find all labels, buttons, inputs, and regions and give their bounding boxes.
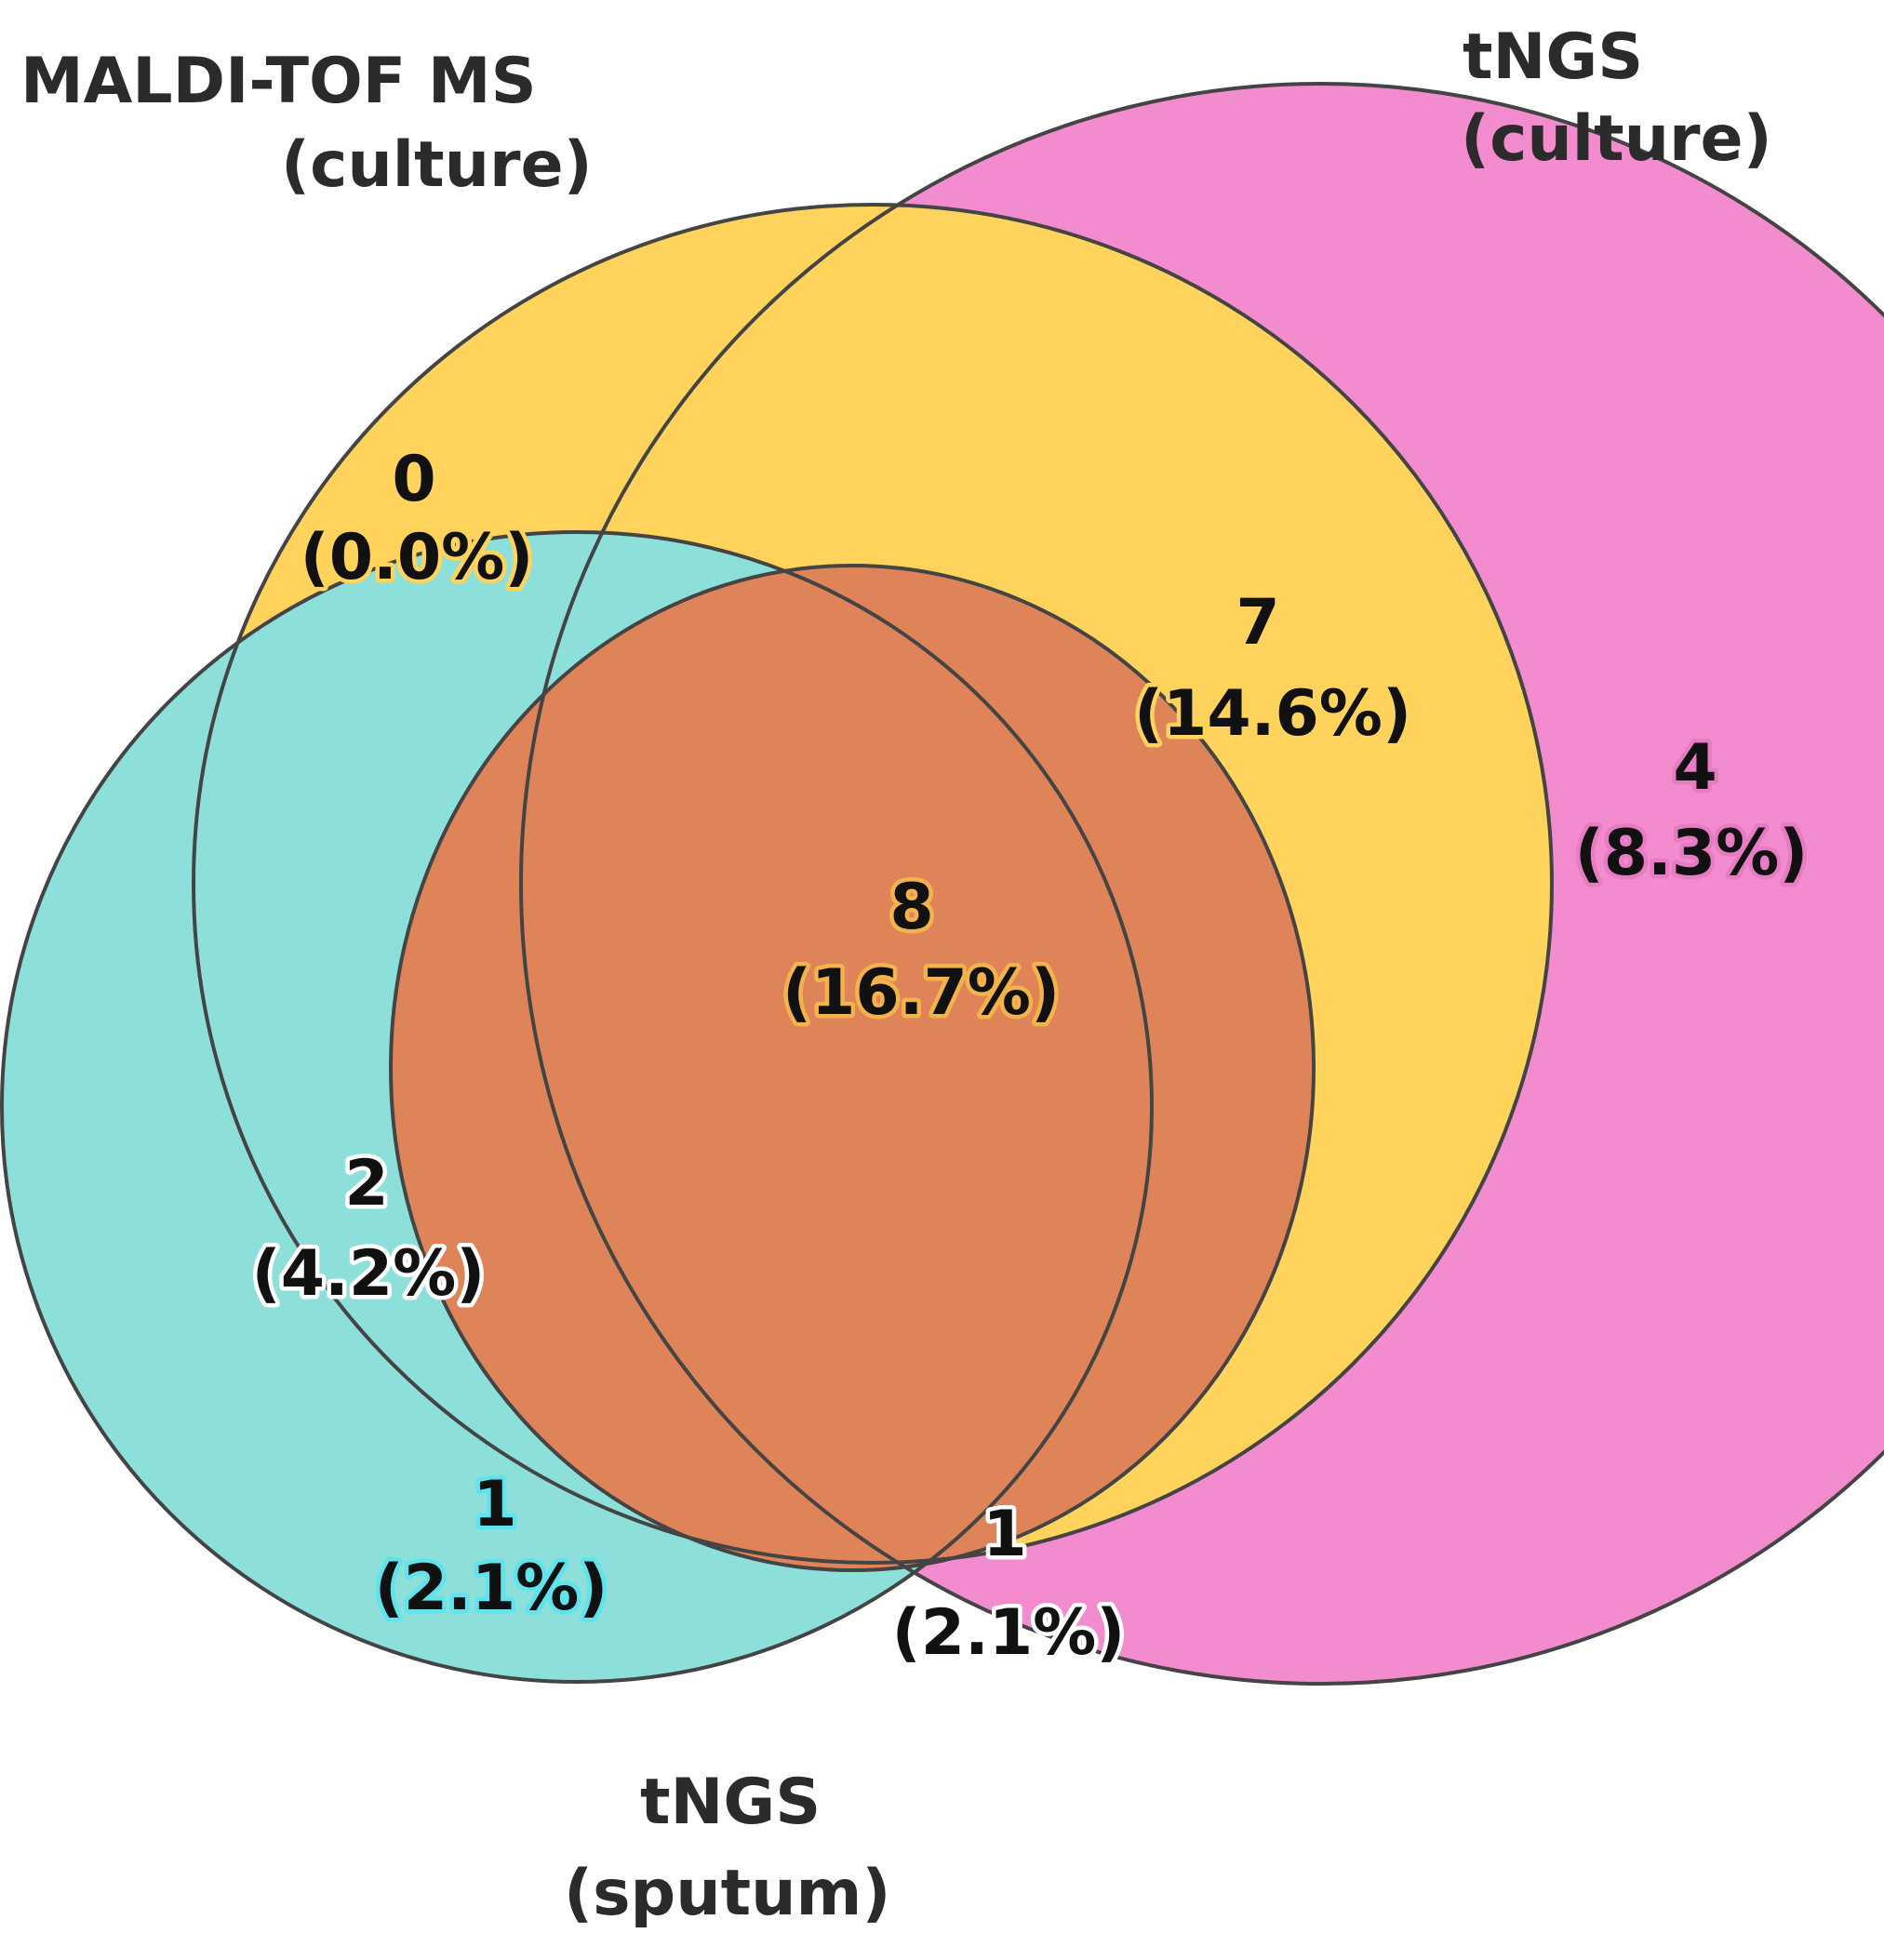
set-label-tngs-culture-sub: (culture)	[1461, 102, 1772, 176]
region-pct: (4.2%)	[252, 1237, 486, 1311]
region-pct: (14.6%)	[1134, 677, 1411, 751]
region-maldi-tngs-sputum: 2 (4.2%)	[247, 1143, 489, 1315]
region-count: 2	[344, 1147, 388, 1220]
region-pct: (0.0%)	[301, 521, 534, 594]
tngs-sputum-outline	[0, 530, 1154, 1684]
region-count: 4	[1673, 731, 1717, 805]
set-label-maldi-sub: (culture)	[281, 128, 593, 202]
region-maldi-only: 0 (0.0%)	[296, 439, 538, 599]
region-pct: (8.3%)	[1575, 817, 1809, 890]
region-pct: (2.1%)	[892, 1596, 1126, 1670]
tngs-culture-outline	[519, 82, 1884, 1686]
region-pct: (16.7%)	[782, 956, 1060, 1030]
maldi-culture-outline	[192, 203, 1554, 1565]
set-label-tngs-sputum: tNGS	[640, 1766, 821, 1839]
region-maldi-tngs-culture: 7 (14.6%)	[1129, 582, 1415, 755]
region-count: 7	[1236, 586, 1279, 660]
region-count: 1	[473, 1468, 516, 1541]
region-tngs-culture-only: 4 (8.3%)	[1570, 727, 1812, 895]
region-all-three: 8 (16.7%)	[778, 867, 1063, 1034]
region-tngs-culture-tngs-sputum: 1 (2.1%)	[888, 1494, 1129, 1674]
center-intersection	[391, 566, 1314, 1570]
region-pct: (2.1%)	[375, 1552, 608, 1625]
set-label-tngs-sputum-sub: (sputum)	[564, 1857, 891, 1930]
center-intersection-outline	[389, 564, 1316, 1572]
region-count: 1	[982, 1498, 1026, 1571]
set-label-tngs-culture: tNGS	[1463, 20, 1643, 94]
region-tngs-sputum-only: 1 (2.1%)	[370, 1464, 612, 1630]
set-label-maldi: MALDI-TOF MS	[20, 45, 537, 118]
region-count: 0	[392, 443, 435, 516]
region-count: 8	[889, 871, 933, 944]
